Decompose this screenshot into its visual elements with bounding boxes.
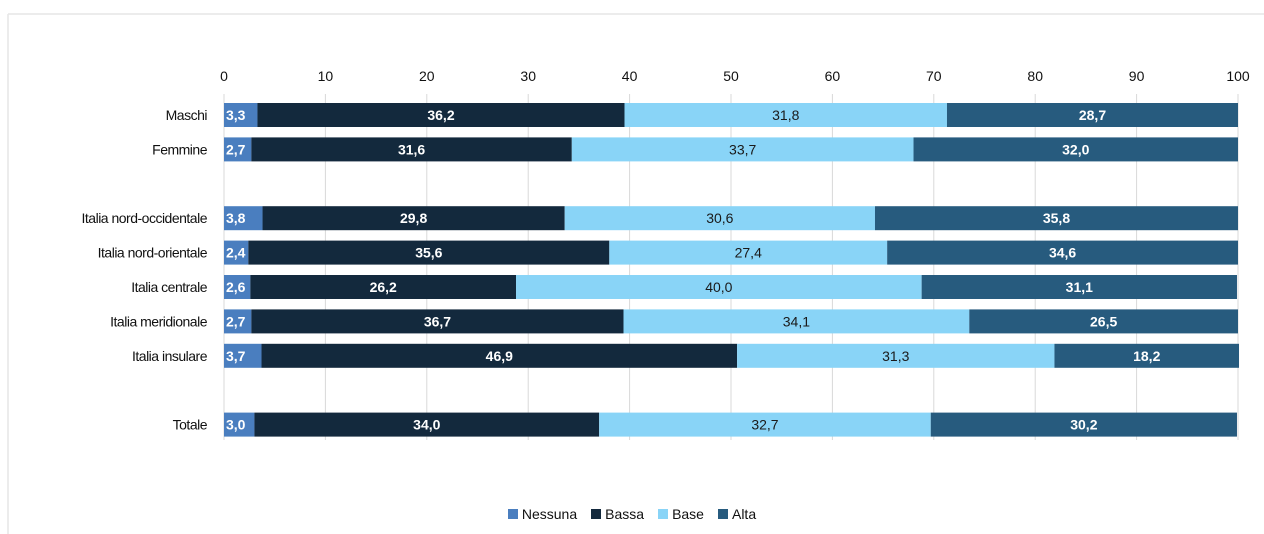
data-label: 31,6: [398, 141, 425, 157]
bar-segment: [913, 137, 1238, 162]
bar-segment: [564, 206, 875, 231]
x-tick-label: 20: [419, 68, 435, 84]
bar-segment: [921, 275, 1237, 299]
bar-segment: [224, 309, 252, 334]
category-label: Femmine: [152, 141, 208, 157]
bar-segment: [248, 240, 610, 265]
data-label: 35,8: [1043, 210, 1070, 226]
bar-segment: [224, 275, 251, 299]
data-label: 32,0: [1062, 141, 1089, 157]
bar-segment: [262, 206, 565, 231]
data-label: 34,0: [413, 417, 440, 433]
data-label: 26,2: [370, 279, 397, 295]
legend-item: Nessuna: [507, 506, 578, 522]
legend-swatch: [717, 509, 728, 519]
x-tick-label: 100: [1226, 68, 1250, 84]
category-label: Italia insulare: [132, 348, 208, 364]
bar-segment: [224, 240, 249, 265]
bar-segment: [224, 206, 263, 231]
bar-segment: [609, 240, 888, 265]
x-tick-label: 90: [1129, 68, 1145, 84]
data-label: 40,0: [705, 279, 732, 295]
bar-segment: [516, 275, 922, 299]
data-label: 26,5: [1090, 313, 1117, 329]
category-label: Italia centrale: [131, 279, 207, 295]
data-label: 46,9: [486, 348, 513, 364]
bar-segment: [623, 309, 970, 334]
data-label: 31,1: [1066, 279, 1093, 295]
x-tick-label: 80: [1027, 68, 1043, 84]
bar-segment: [251, 137, 572, 162]
legend-label: Bassa: [605, 506, 645, 522]
bar-segment: [251, 309, 624, 334]
x-tick-label: 60: [825, 68, 841, 84]
data-label: 30,6: [706, 210, 733, 226]
bar-segment: [261, 343, 738, 368]
bar-segment: [969, 309, 1238, 334]
data-label: 30,2: [1070, 417, 1097, 433]
data-label: 34,6: [1049, 245, 1076, 261]
bar-segment: [874, 206, 1238, 231]
bar-segment: [224, 343, 262, 368]
x-tick-label: 40: [622, 68, 638, 84]
bar-segment: [254, 412, 600, 437]
data-label: 18,2: [1133, 348, 1160, 364]
bar-segment: [224, 103, 258, 127]
bar-segment: [250, 275, 517, 299]
bar-segment: [599, 412, 931, 437]
category-label: Italia meridionale: [110, 313, 208, 329]
legend-swatch: [591, 509, 602, 519]
data-label: 2,7: [226, 141, 246, 157]
data-label: 35,6: [415, 245, 442, 261]
data-label: 27,4: [735, 245, 762, 261]
data-label: 3,7: [226, 348, 246, 364]
data-label: 31,3: [882, 348, 909, 364]
bar-segment: [224, 137, 252, 162]
bar-segment: [571, 137, 914, 162]
bar-segment: [887, 240, 1238, 265]
category-label: Italia nord-occidentale: [82, 210, 208, 226]
x-tick-label: 10: [318, 68, 334, 84]
category-label: Maschi: [166, 107, 208, 123]
x-tick-label: 50: [723, 68, 739, 84]
category-label: Italia nord-orientale: [98, 245, 208, 261]
bar-segment: [946, 103, 1238, 127]
legend-swatch: [507, 509, 518, 519]
data-label: 31,8: [772, 107, 799, 123]
legend-item: Bassa: [591, 506, 644, 522]
data-label: 2,6: [226, 279, 246, 295]
legend-label: Base: [672, 506, 704, 522]
category-label: Totale: [173, 417, 208, 433]
data-label: 34,1: [783, 313, 810, 329]
data-label: 3,8: [226, 210, 246, 226]
data-label: 36,7: [424, 313, 451, 329]
legend-label: Nessuna: [521, 506, 578, 522]
x-tick-label: 0: [220, 68, 228, 84]
legend-item: Base: [658, 506, 704, 522]
legend-label: Alta: [731, 506, 757, 522]
data-label: 33,7: [729, 141, 756, 157]
bar-segment: [737, 343, 1055, 368]
bar-segment: [257, 103, 625, 127]
legend-item: Alta: [717, 506, 757, 522]
x-tick-label: 70: [926, 68, 942, 84]
data-label: 28,7: [1079, 107, 1106, 123]
bar-segment: [624, 103, 947, 127]
data-label: 3,0: [226, 417, 246, 433]
data-label: 2,7: [226, 313, 246, 329]
data-label: 2,4: [226, 245, 246, 261]
bar-segment: [1054, 343, 1240, 368]
bar-segment: [224, 412, 255, 437]
data-label: 36,2: [427, 107, 454, 123]
data-label: 3,3: [226, 107, 246, 123]
legend-swatch: [658, 509, 669, 519]
bar-segment: [930, 412, 1237, 437]
data-label: 32,7: [751, 417, 778, 433]
chart-legend: Nessuna Bassa Base Alta: [0, 506, 1264, 522]
x-tick-label: 30: [520, 68, 536, 84]
data-label: 29,8: [400, 210, 427, 226]
